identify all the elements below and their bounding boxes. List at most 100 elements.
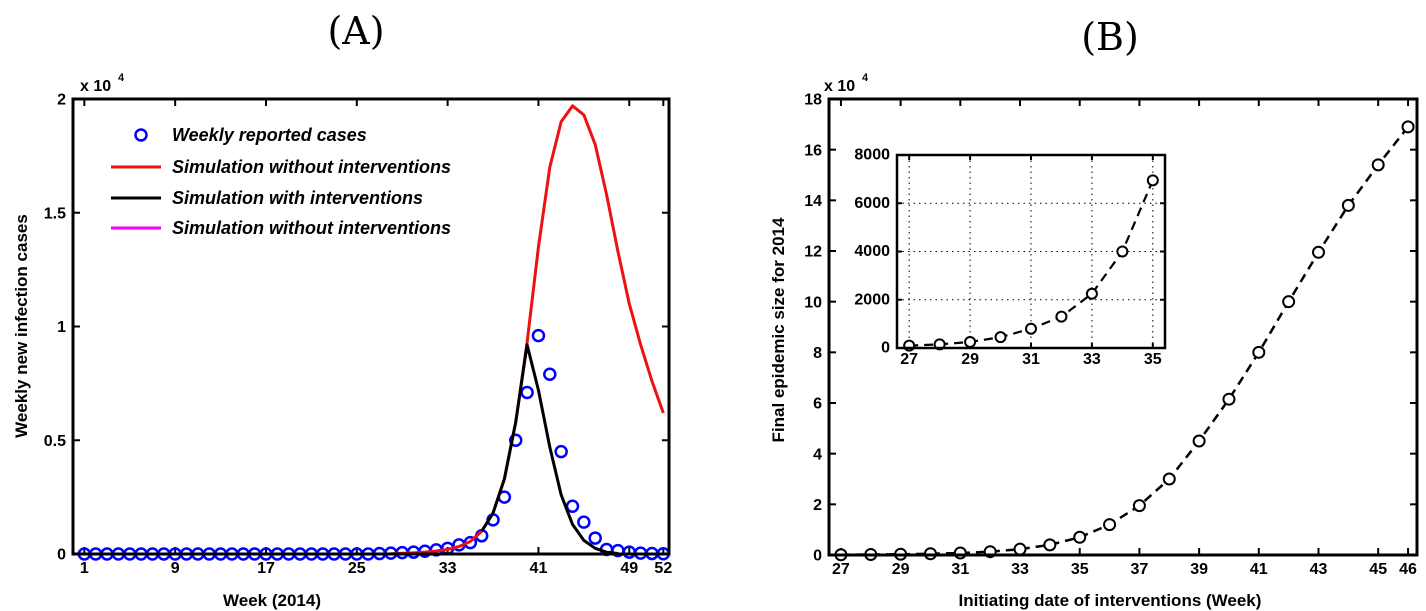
x-tick-label: 52	[654, 560, 672, 577]
data-point	[1132, 499, 1146, 513]
legend-label-without-magenta: Simulation without interventions	[172, 218, 451, 238]
data-point	[1073, 530, 1087, 544]
panel-a-scale-label: x 10	[80, 78, 111, 95]
x-tick-label: 27	[900, 351, 918, 368]
y-tick-label: 2000	[854, 291, 890, 308]
data-point	[1013, 542, 1027, 556]
panel-b-axes-box	[827, 97, 1419, 557]
x-tick-label: 29	[961, 351, 979, 368]
y-tick-label: 18	[804, 92, 822, 109]
panel-b-title: (B)	[1081, 15, 1139, 59]
y-tick-label: 8	[813, 345, 822, 362]
series-line	[390, 104, 665, 556]
data-point	[554, 444, 568, 459]
data-point	[1371, 158, 1385, 172]
x-tick-label: 17	[257, 560, 275, 577]
data-point	[1162, 472, 1176, 486]
y-tick-label: 8000	[854, 147, 890, 164]
x-tick-label: 41	[1250, 561, 1268, 578]
data-point	[1043, 538, 1057, 552]
panel-b-y-scale: x 10 4	[824, 72, 869, 95]
panel-b-y-axis-label: Final epidemic size for 2014	[769, 217, 788, 442]
y-tick-label: 6	[813, 396, 822, 413]
data-point	[994, 331, 1007, 344]
x-tick-label: 35	[1144, 351, 1162, 368]
panel-b-inset: 27 29 31 33 35 0 2000 4000 6000 8000	[854, 147, 1167, 368]
data-point	[577, 515, 591, 529]
x-tick-label: 31	[1022, 351, 1040, 368]
data-point	[964, 335, 977, 348]
x-tick-label: 46	[1399, 561, 1417, 578]
data-point	[1252, 345, 1266, 359]
y-tick-label: 0	[57, 547, 66, 564]
data-point	[1055, 310, 1068, 323]
data-point	[1025, 322, 1037, 335]
y-tick-label: 2	[57, 92, 66, 109]
panel-a-x-axis-label: Week (2014)	[223, 591, 321, 610]
panel-a-axes-box	[71, 97, 671, 556]
data-point	[1341, 198, 1355, 212]
y-tick-label: 12	[804, 244, 822, 261]
data-point	[520, 385, 534, 400]
y-tick-label: 4000	[854, 243, 890, 260]
x-tick-label: 37	[1131, 561, 1149, 578]
data-point	[1401, 120, 1415, 134]
y-tick-label: 16	[804, 142, 822, 159]
x-tick-label: 41	[530, 560, 548, 577]
panel-a-scale-exponent: 4	[118, 72, 125, 84]
legend-label-reported: Weekly reported cases	[172, 125, 367, 145]
data-point	[1222, 392, 1236, 406]
panel-b: (B) 27 29 31 33 35 37 39 41 43 45 4602468101214161…	[769, 15, 1419, 610]
data-point	[508, 433, 523, 447]
panel-a-legend: Weekly reported cases Simulation without…	[100, 112, 520, 242]
data-point	[1085, 287, 1098, 300]
panel-b-scale-exponent: 4	[862, 72, 869, 84]
series-line	[480, 343, 619, 556]
data-point	[531, 328, 546, 343]
data-point	[1146, 174, 1159, 187]
data-point	[1103, 518, 1117, 532]
inset-axes-box	[895, 153, 1167, 350]
x-tick-label: 27	[832, 561, 850, 578]
x-tick-label: 9	[171, 560, 180, 577]
legend-label-without: Simulation without interventions	[172, 157, 451, 177]
x-tick-label: 33	[439, 560, 457, 577]
x-tick-label: 35	[1071, 561, 1089, 578]
x-tick-label: 45	[1369, 561, 1387, 578]
y-tick-label: 0	[813, 548, 822, 565]
data-point	[1312, 245, 1326, 259]
data-point	[1192, 434, 1206, 448]
y-tick-label: 14	[804, 193, 822, 210]
x-tick-label: 33	[1083, 351, 1101, 368]
y-tick-label: 10	[804, 294, 822, 311]
panel-a-y-axis-label: Weekly new infection cases	[12, 214, 31, 438]
x-tick-label: 1	[80, 560, 89, 577]
data-point	[588, 531, 602, 545]
x-tick-label: 31	[951, 561, 969, 578]
y-tick-label: 0	[881, 340, 890, 357]
y-tick-label: 6000	[854, 195, 890, 212]
data-point	[565, 499, 580, 513]
panel-b-scale-label: x 10	[824, 78, 855, 95]
y-tick-label: 0.5	[44, 433, 66, 450]
y-tick-label: 1	[57, 319, 66, 336]
panel-a-y-scale: x 10 4	[80, 72, 125, 95]
legend-label-with: Simulation with interventions	[172, 188, 423, 208]
y-tick-label: 2	[813, 497, 822, 514]
x-tick-label: 43	[1310, 561, 1328, 578]
data-point	[1282, 295, 1296, 309]
legend-background	[100, 112, 520, 242]
panel-a: (A) 1 9 17 25 33 41 49 52 0 0.5 1 1.5 2 x 10 4 Week …	[12, 9, 672, 610]
x-tick-label: 25	[348, 560, 366, 577]
y-tick-label: 1.5	[44, 205, 66, 222]
panel-b-x-axis-label: Initiating date of interventions (Week)	[959, 591, 1262, 610]
data-point	[1116, 245, 1129, 258]
data-point	[543, 367, 557, 382]
y-tick-label: 4	[813, 446, 822, 463]
x-tick-label: 39	[1190, 561, 1208, 578]
panel-a-title: (A)	[327, 9, 384, 53]
data-point	[953, 546, 967, 560]
x-tick-label: 29	[892, 561, 910, 578]
x-tick-label: 49	[620, 560, 638, 577]
